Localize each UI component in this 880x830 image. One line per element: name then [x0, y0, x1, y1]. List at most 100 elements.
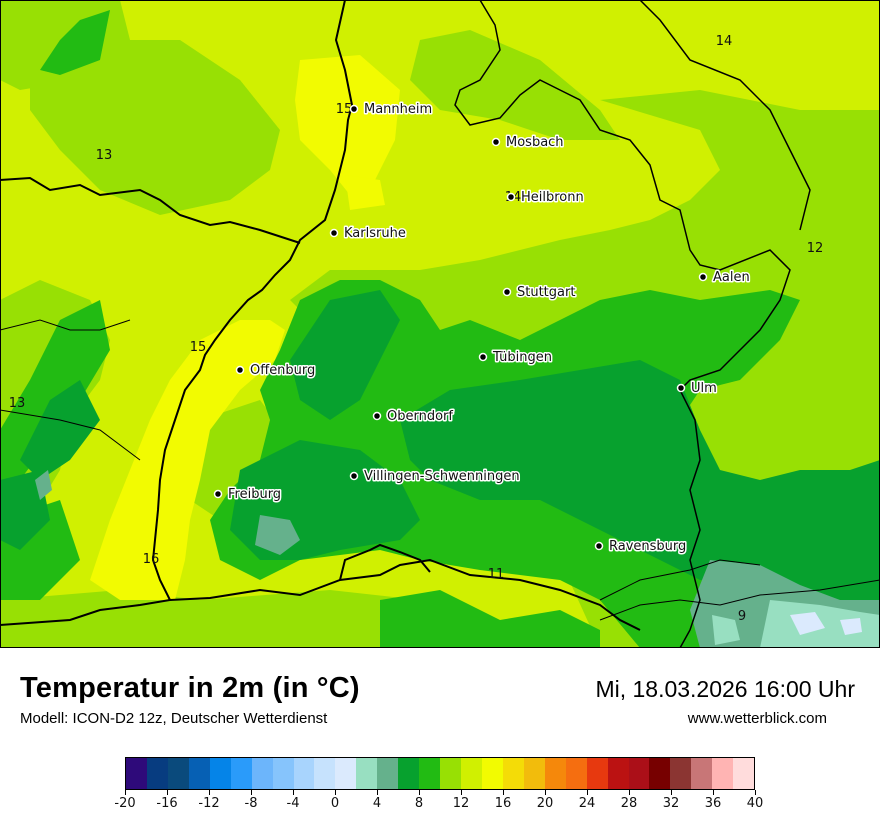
colorbar-tick	[166, 790, 168, 795]
city-label: Mosbach	[506, 135, 564, 150]
city-marker: Villingen-Schwenningen	[349, 468, 521, 486]
contour-labels: 1415131412151316119	[9, 34, 824, 624]
colorbar-segment	[481, 758, 503, 789]
city-dot-icon	[349, 471, 359, 481]
city-dot-icon	[506, 192, 516, 202]
colorbar-segment	[544, 758, 566, 789]
colorbar-segment	[314, 758, 336, 789]
city-dot-icon	[213, 489, 223, 499]
contour-label: 9	[738, 609, 746, 624]
colorbar-segment	[461, 758, 482, 789]
colorbar-segment	[523, 758, 545, 789]
colorbar-segment	[733, 758, 755, 789]
colorbar-segment	[628, 758, 650, 789]
city-label: Karlsruhe	[344, 226, 406, 241]
city-marker: Mannheim	[349, 101, 434, 119]
city-dot-icon	[676, 383, 686, 393]
colorbar-tick	[418, 790, 420, 795]
colorbar-tick-label: -20	[114, 796, 136, 811]
colorbar-tick-label: 32	[662, 796, 680, 811]
colorbar-ticks: -20 -16 -12 -8 -4 0 4 8 12 16 20 24 28 32 36 40	[114, 790, 763, 820]
colorbar-segment	[691, 758, 713, 789]
map-title: Temperatur in 2m (in °C)	[20, 672, 360, 704]
colorbar-segment	[272, 758, 294, 789]
colorbar-segment	[440, 758, 461, 789]
city-label: Heilbronn	[521, 190, 584, 205]
valid-datetime: Mi, 18.03.2026 16:00 Uhr	[595, 676, 855, 702]
city-dot-icon	[594, 541, 604, 551]
city-label: Freiburg	[228, 487, 281, 502]
temp-field-0-2	[790, 612, 862, 635]
colorbar-tick-label: 28	[620, 796, 638, 811]
city-marker: Tübingen	[478, 349, 554, 367]
city-dot-icon	[235, 365, 245, 375]
city-label: Ulm	[691, 381, 717, 396]
colorbar-tick-label: -12	[198, 796, 220, 811]
colorbar-segment	[565, 758, 587, 789]
city-label: Tübingen	[492, 350, 552, 365]
colorbar-tick	[544, 790, 546, 795]
city-dot-icon	[478, 352, 488, 362]
city-label: Villingen-Schwenningen	[364, 469, 520, 484]
colorbar-segment	[712, 758, 734, 789]
colorbar-segment	[146, 758, 168, 789]
city-marker: Ulm	[676, 380, 718, 398]
colorbar-tick-label: 16	[494, 796, 512, 811]
city-dot-icon	[698, 272, 708, 282]
city-label: Oberndorf	[387, 409, 453, 424]
city-label: Aalen	[713, 270, 750, 285]
city-marker: Ravensburg	[594, 538, 688, 556]
city-label: Stuttgart	[517, 285, 575, 300]
colorbar-tick	[460, 790, 462, 795]
colorbar-tick	[292, 790, 294, 795]
colorbar-tick	[754, 790, 756, 795]
contour-label: 16	[143, 552, 160, 567]
colorbar-tick-label: 20	[536, 796, 554, 811]
colorbar-tick-label: 4	[372, 796, 382, 811]
colorbar-segment	[356, 758, 378, 789]
colorbar-segment	[167, 758, 189, 789]
colorbar-segment	[398, 758, 420, 789]
colorbar-tick-label: 40	[746, 796, 764, 811]
colorbar-tick-label: -16	[156, 796, 178, 811]
colorbar-tick	[334, 790, 336, 795]
colorbar-tick	[208, 790, 210, 795]
borders	[0, 0, 880, 648]
city-marker: Aalen	[698, 269, 751, 287]
city-marker: Mosbach	[491, 134, 565, 152]
colorbar-segment	[230, 758, 252, 789]
colorbar-segment	[649, 758, 671, 789]
colorbar-tick	[670, 790, 672, 795]
contour-label: 13	[9, 396, 26, 411]
colorbar-segment	[188, 758, 210, 789]
city-markers: Mannheim Mosbach Heilbronn Karlsruhe Aalen St…	[213, 101, 751, 556]
city-label: Offenburg	[250, 363, 315, 378]
colorbar-tick	[250, 790, 252, 795]
colorbar-segment	[586, 758, 608, 789]
contour-label: 12	[807, 241, 824, 256]
colorbar-tick	[124, 790, 126, 795]
model-info: Modell: ICON-D2 12z, Deutscher Wetterdie…	[20, 710, 328, 727]
colorbar-tick-label: -4	[286, 796, 300, 811]
website-credit: www.wetterblick.com	[687, 710, 827, 727]
colorbar-tick-label: 0	[330, 796, 340, 811]
colorbar-segment	[126, 758, 147, 789]
city-marker: Offenburg	[235, 362, 317, 380]
contour-label: 11	[488, 567, 505, 582]
colorbar-tick-label: 24	[578, 796, 596, 811]
city-label: Ravensburg	[609, 539, 686, 554]
colorbar-tick-label: 8	[414, 796, 424, 811]
colorbar-tick	[502, 790, 504, 795]
city-marker: Karlsruhe	[329, 225, 407, 243]
contour-label: 15	[190, 340, 207, 355]
city-dot-icon	[491, 137, 501, 147]
colorbar-tick	[586, 790, 588, 795]
colorbar-tick-label: 12	[452, 796, 470, 811]
colorbar-tick	[628, 790, 630, 795]
city-marker: Stuttgart	[502, 284, 577, 302]
colorbar-segment	[502, 758, 524, 789]
contour-label: 13	[96, 148, 113, 163]
colorbar-segment	[335, 758, 357, 789]
city-marker: Oberndorf	[372, 408, 455, 426]
city-label: Mannheim	[364, 102, 432, 117]
